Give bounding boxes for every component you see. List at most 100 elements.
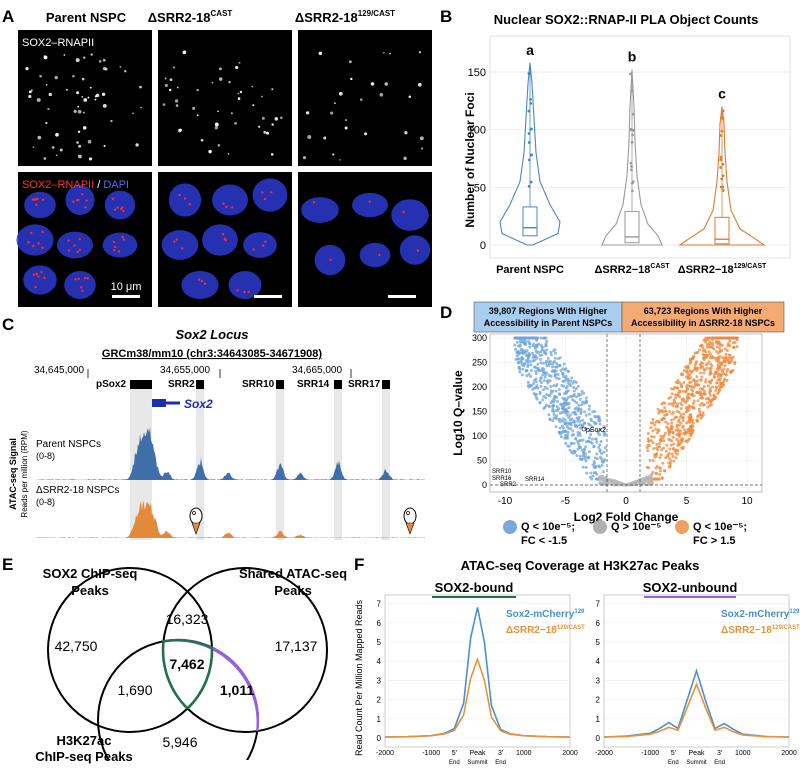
volcano-point <box>513 343 517 347</box>
volcano-point <box>722 379 726 383</box>
pla-focus <box>119 65 122 68</box>
volcano-point <box>565 384 569 388</box>
volcano-point <box>676 420 680 424</box>
volcano-point <box>581 438 585 442</box>
volcano-point-ns <box>603 482 607 485</box>
volcano-point <box>524 336 528 340</box>
volcano-point <box>514 347 518 351</box>
volcano-point <box>584 445 588 449</box>
volcano-point <box>525 374 529 378</box>
volcano-point <box>688 384 692 388</box>
volcano-point <box>659 434 663 438</box>
volcano-point <box>572 441 576 445</box>
pla-focus <box>307 135 312 140</box>
pla-focus-red <box>264 240 267 243</box>
volcano-point <box>688 369 692 373</box>
pla-focus <box>87 96 90 99</box>
volcano-point <box>647 444 651 448</box>
pla-focus <box>238 61 241 64</box>
violin-ytick: 50 <box>474 182 486 194</box>
violin-outlier <box>527 132 531 135</box>
volcano-point <box>659 409 663 413</box>
volcano-point <box>696 414 700 418</box>
locus-assembly: GRCm38/mm10 (chr3:34643085-34671908) <box>102 348 322 360</box>
volcano-point <box>654 453 658 457</box>
pla-focus <box>334 102 336 105</box>
volcano-point <box>576 430 580 434</box>
pla-focus-red <box>85 199 88 202</box>
scale-bar-label: 10 μm <box>111 281 142 293</box>
volcano-point <box>517 357 521 361</box>
volcano-point <box>683 432 687 436</box>
volcano-point <box>597 464 601 468</box>
box-right-line2: Accessibility in ΔSRR2-18 NSPCs <box>631 318 775 328</box>
pla-focus <box>102 103 107 108</box>
volcano-ytick: 250 <box>472 358 487 368</box>
volcano-point <box>727 353 731 357</box>
volcano-point <box>654 427 658 431</box>
coverage-xtick: 1000 <box>735 750 751 757</box>
highlight-srr17 <box>382 380 390 540</box>
volcano-point <box>717 390 721 394</box>
volcano-point <box>677 429 681 433</box>
volcano-point <box>718 378 722 382</box>
pla-focus <box>251 85 254 88</box>
nucleus <box>104 190 136 220</box>
violin-outlier <box>527 184 531 188</box>
pla-focus-red <box>222 202 225 205</box>
volcano-point <box>539 381 543 385</box>
volcano-point <box>717 388 721 392</box>
volcano-point <box>720 343 724 347</box>
coverage-xsub: Summit <box>686 760 707 766</box>
volcano-point <box>520 337 524 341</box>
volcano-point <box>570 376 574 380</box>
volcano-point <box>704 378 708 382</box>
volcano-point <box>579 438 583 442</box>
pla-focus <box>77 109 82 114</box>
volcano-xtick: 0 <box>623 496 629 507</box>
volcano-point <box>713 356 717 360</box>
volcano-point <box>677 389 681 393</box>
volcano-point <box>550 362 554 366</box>
volcano-point <box>567 422 571 426</box>
legend-gray-label: Q > 10e⁻⁵ <box>611 521 661 533</box>
coverage-ytick: 1 <box>377 715 382 724</box>
volcano-point <box>563 436 567 440</box>
volcano-point <box>532 378 536 382</box>
volcano-point <box>551 404 555 408</box>
set-sox2-line2: Peaks <box>71 583 109 598</box>
pla-focus-red <box>252 248 255 251</box>
volcano-point <box>651 458 655 462</box>
panel-b-letter: B <box>440 7 452 26</box>
volcano-point <box>603 426 607 430</box>
pla-focus-red <box>74 278 77 281</box>
volcano-point <box>545 379 549 383</box>
volcano-point <box>685 396 689 400</box>
pla-focus-red <box>111 197 115 201</box>
volcano-point <box>533 346 537 350</box>
volcano-point <box>726 344 730 348</box>
volcano-point <box>584 465 588 469</box>
violin-box <box>522 206 538 237</box>
pla-focus <box>82 126 87 130</box>
volcano-point <box>695 375 699 379</box>
volcano-point <box>721 372 725 376</box>
volcano-point <box>523 361 527 365</box>
volcano-point <box>540 353 544 357</box>
violin-outlier <box>720 116 724 120</box>
nucleus <box>168 183 202 217</box>
volcano-point <box>677 432 681 436</box>
volcano-point <box>598 422 602 426</box>
volcano-point <box>668 447 672 451</box>
volcano-point <box>574 387 578 391</box>
coverage-axes: 0 1 2 3 4 5 6 7 -2000 -1000 5' Peak 3' 1000 2000 End Sum… <box>376 600 797 766</box>
volcano-point <box>564 376 568 380</box>
box-left-line2: Accessibility in Parent NSPCs <box>484 318 613 328</box>
violin-outlier <box>720 177 724 181</box>
volcano-point <box>667 432 671 436</box>
volcano-point <box>563 422 567 426</box>
pla-focus <box>94 98 97 101</box>
violin-outlier <box>630 181 634 185</box>
volcano-point <box>687 437 691 441</box>
